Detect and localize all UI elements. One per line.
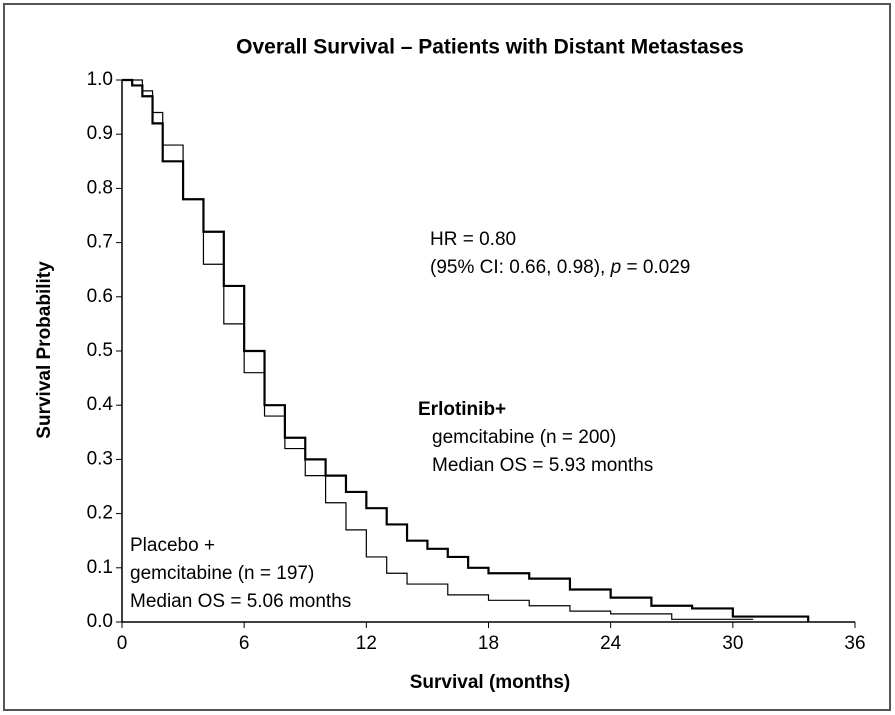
frame	[3, 3, 891, 711]
legend-label: Median OS = 5.93 months	[432, 455, 653, 476]
x-tick-label: 6	[239, 633, 250, 654]
legend-label: Erlotinib+	[418, 399, 506, 420]
y-axis-label: Survival Probability	[34, 261, 55, 439]
annotation: HR = 0.80	[430, 229, 516, 250]
annotation-part: = 0.029	[621, 257, 690, 278]
y-tick-label: 1.0	[87, 69, 113, 90]
annotation-part: (95% CI: 0.66, 0.98),	[430, 257, 611, 278]
x-axis-label: Survival (months)	[410, 672, 570, 693]
x-tick-label: 30	[722, 633, 743, 654]
y-tick-label: 0.8	[87, 177, 113, 198]
survival-curve	[122, 78, 810, 622]
y-tick-label: 0.7	[87, 232, 113, 253]
x-tick-label: 18	[478, 633, 499, 654]
y-tick-label: 0.9	[87, 123, 113, 144]
annotation-part: p	[610, 257, 622, 278]
y-tick-label: 0.4	[87, 394, 114, 415]
chart-title: Overall Survival – Patients with Distant…	[236, 36, 744, 59]
x-tick-label: 24	[600, 633, 622, 654]
y-tick-label: 0.6	[87, 286, 113, 307]
x-tick-label: 12	[356, 633, 377, 654]
survival-curve	[122, 79, 754, 620]
x-tick-label: 36	[844, 633, 865, 654]
y-tick-label: 0.0	[87, 611, 113, 632]
legend-label: Placebo +	[130, 535, 215, 556]
y-tick-label: 0.2	[87, 503, 113, 524]
legend-label: Median OS = 5.06 months	[130, 591, 351, 612]
x-tick-label: 0	[117, 633, 128, 654]
y-tick-label: 0.3	[87, 448, 113, 469]
legend-label: gemcitabine (n = 200)	[432, 427, 616, 448]
y-tick-label: 0.1	[87, 557, 113, 578]
legend-label: gemcitabine (n = 197)	[130, 563, 314, 584]
annotation: (95% CI: 0.66, 0.98), p = 0.029	[430, 257, 690, 278]
y-tick-label: 0.5	[87, 340, 113, 361]
